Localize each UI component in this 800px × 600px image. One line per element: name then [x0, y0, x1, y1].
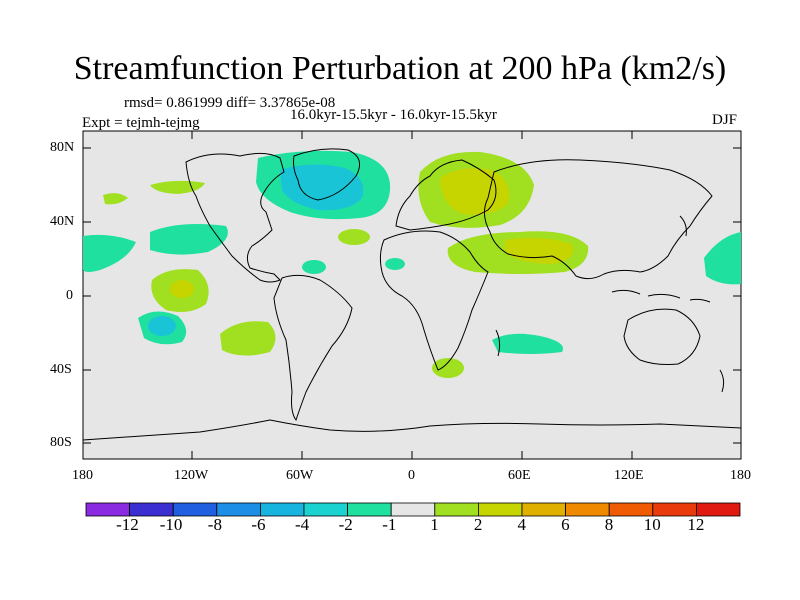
coast-asia [484, 159, 713, 280]
coastlines [82, 148, 742, 441]
anomaly-caribbean [302, 260, 326, 274]
colorbar-label: 4 [517, 515, 527, 534]
anomaly-south-africa [432, 358, 464, 378]
coast-south-america [273, 274, 353, 422]
anomaly-fields [83, 150, 741, 378]
colorbar-swatch [521, 502, 566, 517]
coast-europe [395, 159, 497, 231]
season-text: DJF [712, 112, 738, 128]
experiment-text: Expt = tejmh-tejmg [82, 115, 200, 131]
axis-ticks [83, 131, 741, 459]
anomaly-south-indian [492, 333, 564, 354]
lat-label-40n: 40N [50, 214, 75, 229]
colorbar-swatch [565, 502, 610, 517]
colorbar-label: -10 [159, 515, 183, 534]
colorbar-label: 1 [430, 515, 439, 534]
colorbar-label: -8 [207, 515, 222, 534]
colorbar-label: -12 [116, 515, 139, 534]
anomaly-south-pacific-core [148, 316, 176, 336]
lon-label-180e: 180 [730, 468, 751, 483]
lat-label-0: 0 [66, 288, 73, 303]
colorbar-swatch [434, 502, 479, 517]
anomaly-south-atlantic [220, 321, 276, 356]
coast-antarctica [82, 419, 742, 441]
colorbar-label: -6 [251, 515, 266, 534]
colorbar-label: 2 [473, 515, 483, 534]
anomaly-nw-pacific-2 [103, 193, 128, 205]
colorbar-label: 10 [643, 515, 661, 534]
anomaly-west-pacific [704, 232, 741, 285]
colorbar [85, 502, 741, 517]
lat-label-80n: 80N [50, 140, 75, 155]
colorbar-label: -2 [338, 515, 353, 534]
plot-title: Streamfunction Perturbation at 200 hPa (… [73, 50, 727, 87]
anomaly-west-edge [83, 234, 136, 272]
anomaly-mid-atlantic [338, 229, 370, 245]
coast-north-america [185, 152, 285, 283]
colorbar-label: -4 [295, 515, 310, 534]
lat-label-40s: 40S [50, 362, 72, 377]
anomaly-nw-pacific [150, 180, 205, 194]
colorbar-label: 12 [687, 515, 705, 534]
colorbar-label: -1 [382, 515, 397, 534]
colorbar-swatch [477, 502, 523, 517]
coast-indonesia [611, 289, 711, 303]
colorbar-label: 6 [561, 515, 570, 534]
lon-label-120e: 120E [614, 468, 644, 483]
period-text: 16.0kyr-15.5kyr - 16.0kyr-15.5kyr [290, 107, 497, 123]
coast-new-zealand [719, 369, 725, 393]
anomaly-central-pacific-core [170, 280, 194, 298]
lon-label-180w: 180 [72, 468, 93, 483]
anomaly-north-atlantic-core [280, 164, 364, 211]
colorbar-swatch [696, 502, 741, 517]
stats-text: rmsd= 0.861999 diff= 3.37865e-08 [124, 95, 336, 111]
colorbar-label: 8 [604, 515, 614, 534]
anomaly-north-pacific [150, 224, 228, 255]
lat-label-80s: 80S [50, 435, 72, 450]
coast-australia [623, 308, 701, 365]
lon-label-60w: 60W [286, 468, 314, 483]
lon-label-0: 0 [408, 468, 415, 483]
anomaly-west-africa [385, 258, 405, 270]
lon-label-120w: 120W [174, 468, 209, 483]
coast-madagascar [495, 329, 501, 357]
coast-greenland [293, 148, 361, 201]
colorbar-swatch [390, 502, 436, 517]
coast-africa [379, 230, 489, 371]
coast-japan [679, 215, 687, 237]
lon-label-60e: 60E [508, 468, 531, 483]
